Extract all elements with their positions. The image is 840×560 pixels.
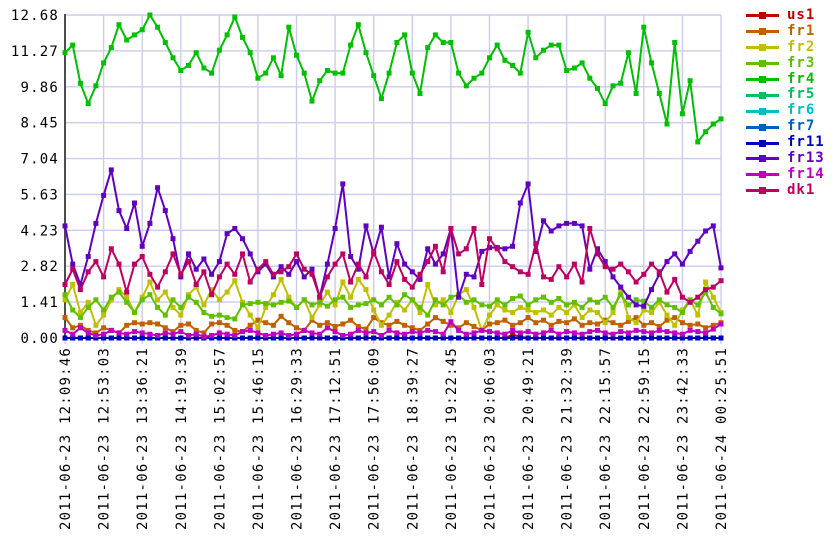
x-tick-label: 2011-06-23 22:15:57 xyxy=(598,347,614,530)
legend-marker-icon xyxy=(759,12,766,20)
y-tick-label: 2.82 xyxy=(20,259,59,275)
legend-marker-icon xyxy=(759,139,766,147)
y-tick-label: 8.45 xyxy=(20,116,59,132)
y-axis-tick-labels: 0.00 1.41 2.82 4.23 5.63 7.04 8.45 9.86 11.27 12.… xyxy=(11,8,59,347)
x-tick-label: 2011-06-23 12:09:46 xyxy=(58,347,74,530)
legend-entry-fr11: fr11 xyxy=(746,134,825,151)
legend-entry-dk1: dk1 xyxy=(746,181,825,199)
legend-marker-icon xyxy=(759,155,766,163)
legend-marker-icon xyxy=(759,107,766,115)
series-fr3 xyxy=(62,289,724,322)
x-tick-label: 2011-06-23 22:59:15 xyxy=(637,347,653,530)
legend-line-sample xyxy=(746,44,779,52)
y-tick-label: 12.68 xyxy=(11,8,59,24)
legend-label: fr14 xyxy=(787,165,825,182)
x-tick-label: 2011-06-23 16:29:33 xyxy=(290,347,306,530)
x-tick-label: 2011-06-23 15:02:57 xyxy=(212,347,228,530)
legend-label: dk1 xyxy=(787,181,816,198)
legend-label: us1 xyxy=(787,7,816,23)
legend-line-sample xyxy=(746,187,779,195)
legend-entry-fr4: fr4 xyxy=(746,70,825,88)
x-tick-label: 2011-06-23 23:42:33 xyxy=(675,347,691,530)
series-fr14 xyxy=(62,319,724,340)
legend-line-sample xyxy=(746,28,779,36)
legend-entry-fr2: fr2 xyxy=(746,38,825,56)
y-tick-label: 1.41 xyxy=(20,295,59,311)
y-tick-label: 9.86 xyxy=(20,80,59,96)
legend-entry-fr1: fr1 xyxy=(746,22,825,40)
legend-line-sample xyxy=(746,12,779,20)
y-tick-label: 5.63 xyxy=(20,187,59,203)
x-tick-label: 2011-06-23 17:12:51 xyxy=(328,347,344,530)
series-fr4 xyxy=(62,12,724,145)
x-tick-label: 2011-06-23 13:36:21 xyxy=(135,347,151,530)
legend-marker-icon xyxy=(759,28,766,36)
legend-label: fr13 xyxy=(787,150,825,167)
legend-entry-fr6: fr6 xyxy=(746,102,825,119)
legend: us1 fr1 fr2 fr3 fr4 fr5 fr6 fr7 fr11 fr13 fr14 dk1 xyxy=(746,7,825,199)
x-tick-label: 2011-06-23 20:06:03 xyxy=(482,347,498,530)
legend-marker-icon xyxy=(759,187,766,195)
x-tick-label: 2011-06-24 00:25:51 xyxy=(714,347,730,530)
series-fr1 xyxy=(62,313,724,336)
gridlines xyxy=(64,14,722,344)
x-tick-label: 2011-06-23 19:22:45 xyxy=(444,347,460,530)
legend-entry-fr3: fr3 xyxy=(746,54,825,72)
legend-marker-icon xyxy=(759,91,766,99)
legend-entry-fr14: fr14 xyxy=(746,165,825,183)
y-tick-label: 0.00 xyxy=(20,331,59,347)
legend-label: fr3 xyxy=(787,54,816,71)
legend-entry-fr7: fr7 xyxy=(746,118,825,135)
legend-line-sample xyxy=(746,60,779,68)
legend-label: fr4 xyxy=(787,70,816,87)
legend-line-sample xyxy=(746,76,779,83)
legend-marker-icon xyxy=(759,76,766,83)
legend-entry-fr5: fr5 xyxy=(746,87,825,103)
legend-entry-fr13: fr13 xyxy=(746,150,825,167)
x-tick-label: 2011-06-23 14:19:39 xyxy=(174,347,190,530)
x-tick-label: 2011-06-23 20:49:21 xyxy=(521,347,537,530)
legend-line-sample xyxy=(746,91,779,99)
series-fr11 xyxy=(62,335,724,341)
legend-line-sample xyxy=(746,123,779,131)
legend-label: fr1 xyxy=(787,22,816,39)
legend-marker-icon xyxy=(759,123,766,131)
legend-label: fr2 xyxy=(787,38,816,55)
legend-label: fr7 xyxy=(787,118,816,135)
legend-label: fr11 xyxy=(787,134,825,151)
legend-marker-icon xyxy=(759,44,766,52)
legend-line-sample xyxy=(746,107,779,115)
legend-label: fr6 xyxy=(787,102,816,119)
legend-marker-icon xyxy=(759,60,766,68)
y-tick-label: 7.04 xyxy=(20,152,59,168)
legend-line-sample xyxy=(746,155,779,163)
legend-entry-us1: us1 xyxy=(746,7,825,24)
x-tick-label: 2011-06-23 17:56:09 xyxy=(367,347,383,530)
legend-label: fr5 xyxy=(787,86,816,103)
x-axis-tick-labels: 2011-06-23 12:09:46 2011-06-23 12:53:03 20… xyxy=(58,347,730,530)
x-tick-label: 2011-06-23 18:39:27 xyxy=(405,347,421,530)
series-fr13 xyxy=(62,167,724,309)
legend-line-sample xyxy=(746,139,779,147)
x-tick-label: 2011-06-23 15:46:15 xyxy=(251,347,267,530)
y-tick-label: 4.23 xyxy=(20,223,59,239)
legend-marker-icon xyxy=(759,171,766,179)
x-tick-label: 2011-06-23 21:32:39 xyxy=(560,347,576,530)
y-tick-label: 11.27 xyxy=(11,44,59,60)
x-tick-label: 2011-06-23 12:53:03 xyxy=(97,347,113,530)
series-dk1 xyxy=(62,226,724,305)
legend-line-sample xyxy=(746,171,779,179)
